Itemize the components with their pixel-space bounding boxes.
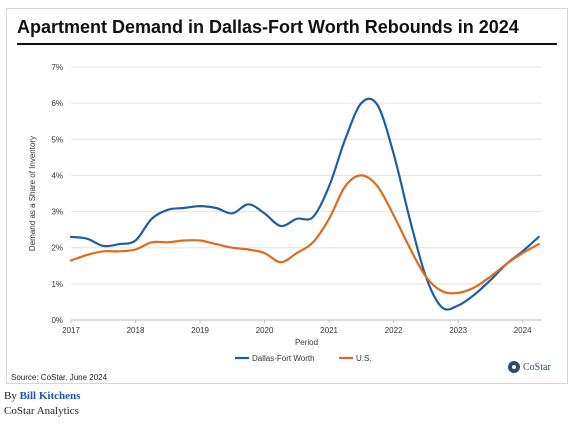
byline: By Bill Kitchens [4,390,80,402]
y-tick-label: 1% [51,280,63,289]
series-line-us [69,174,540,295]
title-underline [17,43,557,45]
x-axis-label: Period [295,338,318,347]
y-axis-label: Demand as a Share of Inventory [28,136,37,251]
y-tick-label: 4% [51,171,63,180]
legend-label: U.S. [356,354,372,363]
y-tick-label: 2% [51,244,63,253]
costar-logo: CoStar [508,361,551,373]
byline-author-link[interactable]: Bill Kitchens [19,390,81,402]
organization-name: CoStar Analytics [4,405,79,417]
y-tick-label: 3% [51,208,63,217]
x-tick-label: 2021 [320,326,338,335]
chart-card: Apartment Demand in Dallas-Fort Worth Re… [6,8,568,384]
x-tick-label: 2024 [514,326,532,335]
y-tick-label: 5% [51,135,63,144]
x-tick-label: 2022 [385,326,403,335]
series-line-dallas-fort-worth [69,97,540,311]
x-tick-label: 2018 [127,326,145,335]
x-tick-label: 2017 [62,326,80,335]
y-tick-label: 7% [51,63,63,72]
x-tick-label: 2023 [449,326,467,335]
costar-logo-text: CoStar [523,361,551,373]
legend-label: Dallas-Fort Worth [252,354,315,363]
source-note: Source: CoStar, June 2024 [11,373,108,382]
y-tick-label: 6% [51,99,63,108]
y-tick-label: 0% [51,316,63,325]
chart-title: Apartment Demand in Dallas-Fort Worth Re… [17,17,519,37]
x-tick-label: 2020 [256,326,274,335]
line-chart: 0% 1% 2% 3% 4% 5% 6% 7% 2017 2018 2019 2020 2021 2022… [28,63,542,363]
costar-logo-icon [508,361,520,373]
x-tick-label: 2019 [191,326,209,335]
byline-prefix: By [4,390,20,402]
